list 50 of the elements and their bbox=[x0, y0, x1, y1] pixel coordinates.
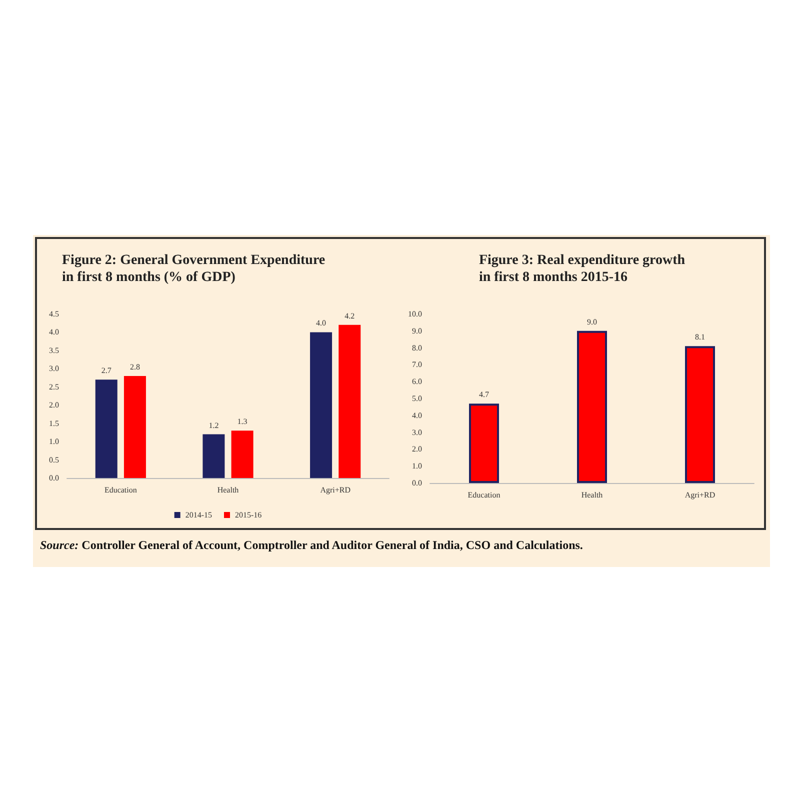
x-tick-label: Agri+RD bbox=[684, 490, 716, 500]
data-label: 1.3 bbox=[237, 417, 248, 426]
x-tick-label: Education bbox=[104, 486, 137, 494]
x-tick-label: Education bbox=[468, 490, 500, 500]
y-tick-label: 4.0 bbox=[412, 410, 422, 420]
chart-title: Figure 3: Real expenditure growth in first 8 months 2015-16 bbox=[478, 253, 686, 285]
data-label: 9.0 bbox=[587, 317, 597, 326]
data-label: 4.0 bbox=[316, 318, 326, 328]
bar bbox=[310, 332, 332, 478]
y-tick-label: 0.0 bbox=[412, 478, 422, 488]
y-tick-label: 1.0 bbox=[49, 437, 59, 446]
y-tick-label: 6.0 bbox=[412, 377, 422, 386]
source-note: Source: Controller General of Account, Comptroller and Auditor General of India, CSO and Calculations. bbox=[40, 538, 584, 553]
y-tick-label: 4.5 bbox=[49, 310, 59, 318]
bar bbox=[124, 376, 146, 478]
x-tick-label: Health bbox=[581, 490, 603, 500]
y-tick-label: 1.0 bbox=[412, 462, 422, 471]
bar bbox=[95, 380, 118, 478]
data-label: 4.2 bbox=[344, 311, 355, 320]
y-tick-label: 0.0 bbox=[49, 474, 59, 482]
y-tick-label: 7.0 bbox=[412, 360, 422, 370]
data-label: 8.1 bbox=[695, 332, 705, 342]
y-tick-label: 2.5 bbox=[49, 382, 59, 392]
y-tick-label: 3.0 bbox=[412, 428, 422, 437]
y-tick-label: 0.5 bbox=[49, 455, 59, 464]
legend-label: 2014-15 bbox=[185, 510, 212, 520]
y-tick-label: 3.5 bbox=[49, 346, 59, 355]
y-tick-label: 1.5 bbox=[49, 418, 59, 428]
bar bbox=[685, 346, 715, 483]
x-tick-label: Health bbox=[217, 486, 239, 494]
data-label: 4.7 bbox=[479, 390, 489, 400]
legend-label: 2015-16 bbox=[235, 510, 262, 520]
data-label: 2.7 bbox=[101, 366, 112, 376]
y-tick-label: 5.0 bbox=[412, 394, 422, 403]
y-tick-label: 2.0 bbox=[49, 400, 59, 410]
bar bbox=[577, 330, 607, 483]
y-tick-label: 4.0 bbox=[49, 328, 59, 337]
bar bbox=[469, 404, 499, 483]
y-tick-label: 9.0 bbox=[412, 326, 422, 336]
y-tick-label: 3.0 bbox=[49, 364, 59, 374]
bar bbox=[338, 324, 361, 478]
y-tick-label: 2.0 bbox=[412, 444, 422, 454]
x-tick-label: Agri+RD bbox=[320, 486, 351, 494]
y-tick-label: 10.0 bbox=[408, 310, 422, 318]
data-label: 2.8 bbox=[130, 362, 140, 372]
bar bbox=[202, 434, 225, 478]
data-label: 1.2 bbox=[208, 420, 219, 430]
y-tick-label: 8.0 bbox=[412, 343, 422, 352]
bar bbox=[231, 430, 254, 478]
chart-title: Figure 2: General Government Expenditure in first 8 months (% of GDP) bbox=[62, 253, 326, 285]
